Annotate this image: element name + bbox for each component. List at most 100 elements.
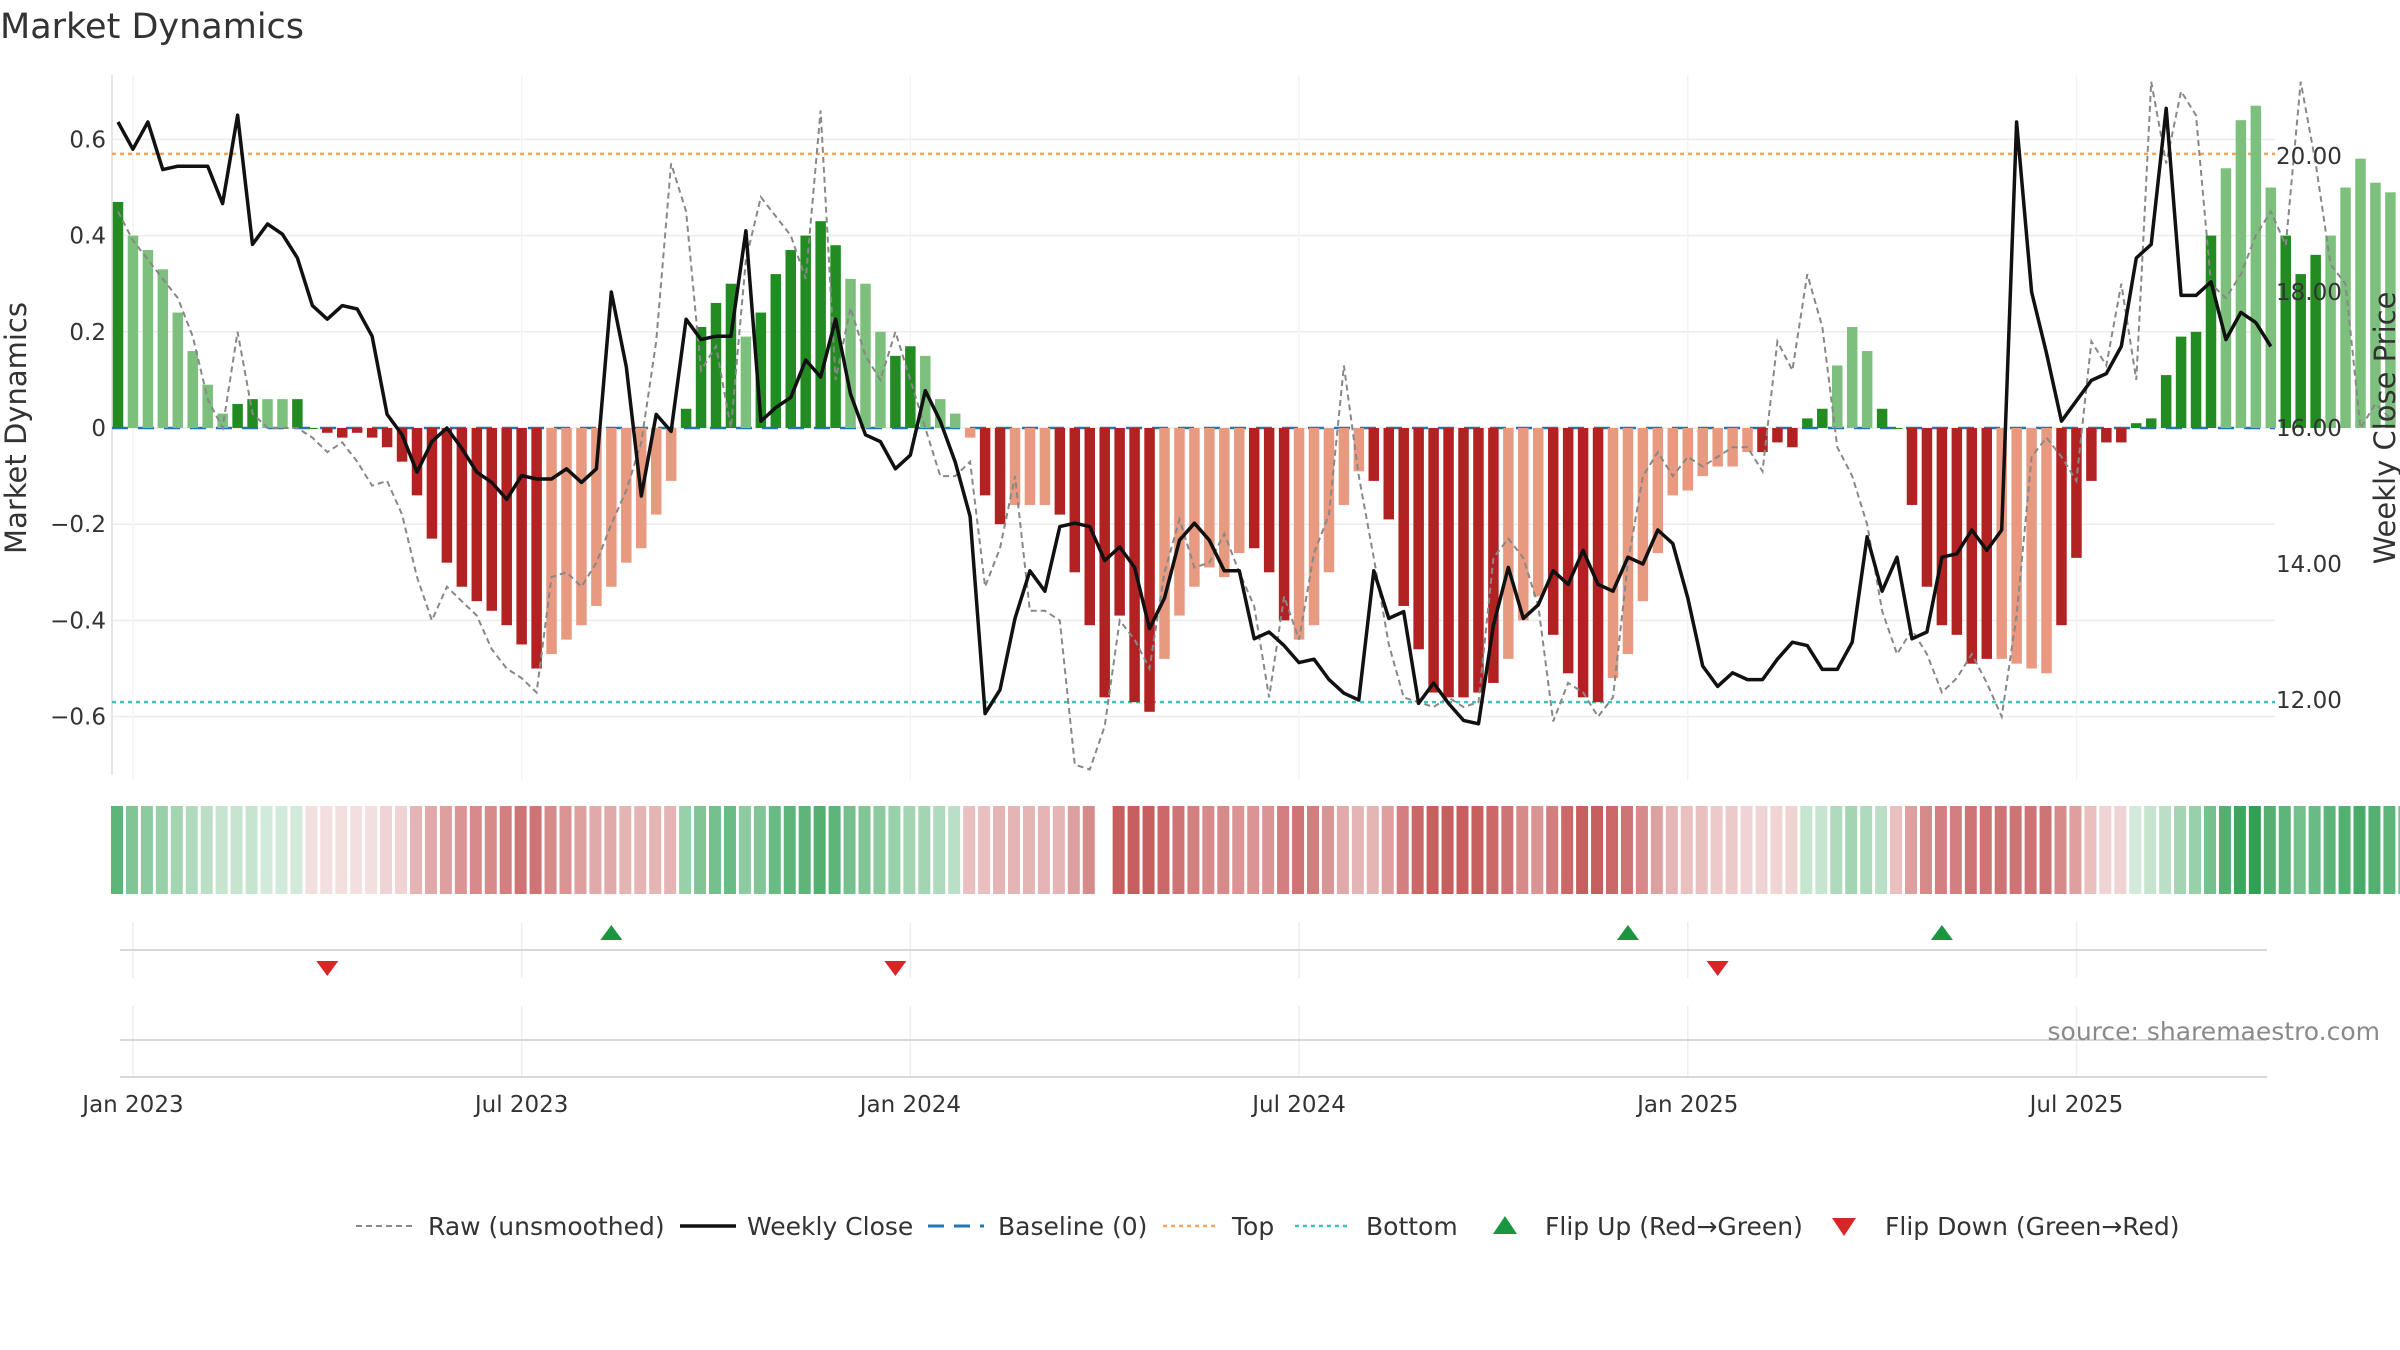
bar bbox=[1039, 428, 1051, 505]
flip-down-marker bbox=[1706, 961, 1729, 976]
strip-cell bbox=[1307, 806, 1319, 894]
strip-cell bbox=[1860, 806, 1873, 894]
strip-cell bbox=[1815, 806, 1828, 894]
bar bbox=[1353, 428, 1365, 472]
strip-cell bbox=[1755, 806, 1768, 894]
bar bbox=[1263, 428, 1275, 573]
strip-cell bbox=[2039, 806, 2052, 894]
strip-cell bbox=[1531, 806, 1544, 894]
bar bbox=[441, 428, 453, 563]
weekly-close-line bbox=[116, 106, 2273, 726]
bar bbox=[2325, 235, 2336, 428]
bar bbox=[1562, 428, 1574, 674]
strip-cell bbox=[694, 806, 707, 894]
legend-label: Raw (unsmoothed) bbox=[428, 1212, 665, 1241]
bar bbox=[1966, 428, 1978, 664]
strip-cell bbox=[2218, 806, 2231, 894]
raw-series-line bbox=[117, 81, 2392, 771]
bar bbox=[1248, 428, 1260, 549]
strip-cell bbox=[305, 806, 318, 894]
strip-cell bbox=[245, 806, 258, 894]
bar bbox=[2205, 235, 2217, 428]
strip-cell bbox=[514, 806, 527, 894]
bar bbox=[1817, 408, 1828, 428]
bar bbox=[755, 312, 767, 428]
left-axis-title: Market Dynamics bbox=[0, 302, 33, 554]
x-tick-label: Jan 2023 bbox=[80, 1092, 183, 1118]
strip-cell bbox=[1725, 806, 1738, 894]
strip-cell bbox=[1591, 806, 1604, 894]
strip-cell bbox=[2054, 806, 2067, 894]
strip-cell bbox=[529, 806, 542, 894]
strip-cell bbox=[1187, 806, 1200, 894]
bar bbox=[1876, 408, 1888, 428]
strip-cell bbox=[1890, 806, 1903, 894]
flip-up-marker bbox=[1616, 925, 1639, 940]
strip-cell bbox=[1411, 806, 1424, 894]
strip-cell bbox=[111, 806, 123, 894]
bar bbox=[486, 428, 497, 611]
bar bbox=[845, 278, 856, 428]
bar bbox=[307, 428, 318, 429]
strip-cell bbox=[1845, 806, 1858, 894]
strip-cell bbox=[649, 806, 662, 894]
bar bbox=[396, 428, 408, 462]
strip-cell bbox=[2293, 806, 2306, 894]
strip-cell bbox=[454, 806, 467, 894]
bar bbox=[546, 428, 557, 655]
strip-cell bbox=[2144, 806, 2157, 894]
bar bbox=[1383, 428, 1394, 520]
x-tick-label: Jan 2024 bbox=[858, 1092, 961, 1118]
legend-swatch bbox=[1493, 1216, 1517, 1234]
strip-cell bbox=[2129, 806, 2142, 894]
bar bbox=[1099, 428, 1110, 698]
strip-cell bbox=[1067, 806, 1080, 894]
left-tick-label: 0 bbox=[91, 416, 106, 442]
bar bbox=[1413, 428, 1424, 650]
strip-cell bbox=[2248, 806, 2261, 894]
strip-cell bbox=[1022, 806, 1035, 894]
strip-cell bbox=[290, 806, 303, 894]
strip-cell bbox=[1875, 806, 1888, 894]
strip-cell bbox=[1770, 806, 1783, 894]
strip-cell bbox=[1934, 806, 1947, 894]
bar bbox=[2101, 428, 2112, 443]
strip-cell bbox=[1979, 806, 1992, 894]
bar bbox=[471, 428, 483, 602]
bar bbox=[112, 201, 124, 428]
left-tick-label: 0.2 bbox=[69, 320, 106, 346]
raw-series-layer bbox=[117, 81, 2392, 771]
bar bbox=[2131, 423, 2142, 428]
strip-cell bbox=[2278, 806, 2291, 894]
strip-cell bbox=[1157, 806, 1170, 894]
bar bbox=[1278, 428, 1290, 621]
bar bbox=[262, 399, 273, 428]
strip-cell bbox=[768, 806, 781, 894]
strip-cell bbox=[335, 806, 348, 894]
strip-cell bbox=[1650, 806, 1663, 894]
bar bbox=[1547, 428, 1559, 635]
strip-cell bbox=[215, 806, 228, 894]
strip-cell bbox=[1949, 806, 1962, 894]
chart-title: Market Dynamics bbox=[0, 7, 304, 47]
strip-cell bbox=[1127, 806, 1140, 894]
bar bbox=[1921, 428, 1933, 587]
strip-cell bbox=[1366, 806, 1379, 894]
bar bbox=[1697, 428, 1708, 477]
bar bbox=[2175, 336, 2187, 428]
strip-cell bbox=[1740, 806, 1753, 894]
strip-cell bbox=[1396, 806, 1409, 894]
legend-symbol-flip_up bbox=[1493, 1216, 1517, 1234]
strip-cell bbox=[484, 806, 497, 894]
strip-cell bbox=[1262, 806, 1275, 894]
strip-cell bbox=[978, 806, 991, 894]
bar bbox=[2145, 418, 2157, 428]
right-axis-title: Weekly Close Price bbox=[2368, 292, 2400, 565]
strip-cell bbox=[1561, 806, 1574, 894]
right-tick-label: 14.00 bbox=[2276, 552, 2342, 578]
right-tick-label: 20.00 bbox=[2276, 144, 2342, 170]
strip-cell bbox=[1381, 806, 1394, 894]
bar bbox=[1024, 428, 1036, 505]
strip-cell bbox=[2368, 806, 2381, 894]
strip-cell bbox=[813, 806, 826, 894]
